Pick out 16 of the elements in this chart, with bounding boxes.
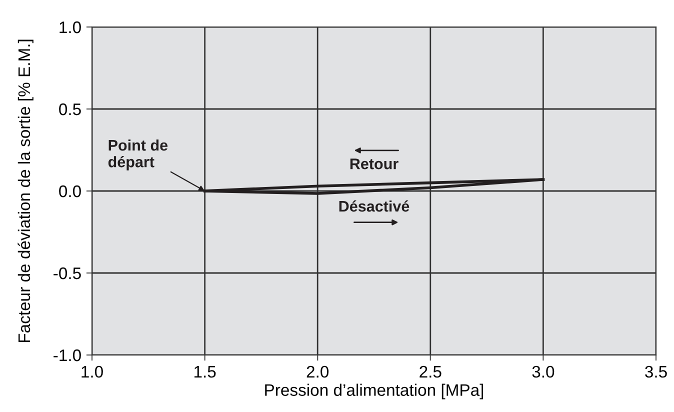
annotation: Point de départ [108, 139, 168, 170]
series-label: Désactivé [339, 200, 410, 212]
y-tick-label: 0.0 [59, 185, 81, 198]
y-tick-label: 1.0 [60, 21, 81, 34]
x-tick-label: 2.0 [306, 366, 329, 378]
x-tick-label: 2.5 [420, 366, 442, 378]
x-axis-title: Pression d’alimentation [MPa] [265, 384, 484, 400]
x-tick-label: 3.0 [532, 366, 554, 378]
y-tick-label: 0.5 [59, 103, 81, 116]
x-tick-label: 1.0 [82, 366, 103, 378]
y-tick-label: -0.5 [54, 267, 81, 280]
x-tick-label: 3.5 [645, 366, 667, 378]
x-tick-label: 1.5 [194, 366, 216, 378]
y-axis-title: Facteur de déviation de la sortie [% E.M.] [18, 40, 34, 342]
legend-label: Retour [350, 158, 398, 170]
y-tick-label: -1.0 [54, 349, 81, 362]
